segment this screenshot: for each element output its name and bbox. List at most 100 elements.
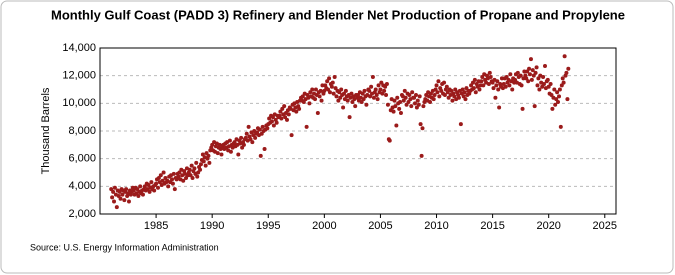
data-point	[391, 109, 396, 114]
data-point	[432, 93, 437, 98]
data-point	[462, 90, 467, 95]
x-tick-label: 1985	[144, 220, 168, 232]
data-point	[526, 79, 531, 84]
data-point	[319, 98, 324, 103]
data-point	[478, 83, 483, 88]
data-point	[362, 88, 367, 93]
y-tick-label: 6,000	[68, 153, 96, 165]
data-point	[246, 124, 251, 129]
data-point	[313, 87, 318, 92]
data-point	[265, 126, 270, 131]
data-point	[398, 111, 403, 116]
data-point	[503, 84, 508, 89]
data-point	[494, 83, 499, 88]
data-point	[258, 153, 263, 158]
data-point	[304, 124, 309, 129]
data-point	[331, 91, 336, 96]
y-axis-label: Thousand Barrels	[40, 87, 52, 174]
data-point	[253, 135, 258, 140]
data-point	[147, 189, 152, 194]
data-point	[376, 83, 381, 88]
data-point	[407, 93, 412, 98]
chart-title: Monthly Gulf Coast (PADD 3) Refinery and…	[51, 7, 625, 22]
data-point	[241, 142, 246, 147]
data-point	[378, 87, 383, 92]
data-point	[519, 83, 524, 88]
data-point	[435, 90, 440, 95]
data-point	[198, 167, 203, 172]
data-point	[442, 93, 447, 98]
data-point	[557, 87, 562, 92]
data-point	[532, 104, 537, 109]
data-point	[192, 166, 197, 171]
data-point	[473, 90, 478, 95]
data-point	[444, 84, 449, 89]
data-point	[370, 75, 375, 80]
data-point	[375, 97, 380, 102]
data-point	[417, 94, 422, 99]
data-point	[387, 138, 392, 143]
data-point	[564, 70, 569, 75]
data-point	[110, 195, 115, 200]
y-tick-label: 8,000	[68, 125, 96, 137]
data-point	[152, 188, 157, 193]
data-point	[416, 102, 421, 107]
data-point	[520, 106, 525, 111]
data-point	[260, 124, 265, 129]
data-point	[118, 196, 123, 201]
data-point	[486, 81, 491, 86]
data-point	[228, 149, 233, 154]
data-point	[327, 90, 332, 95]
data-point	[297, 106, 302, 111]
y-tick-label: 10,000	[62, 97, 96, 109]
data-point	[198, 162, 203, 167]
data-point	[471, 86, 476, 91]
data-point	[271, 123, 276, 128]
data-point	[341, 105, 346, 110]
data-point	[310, 87, 315, 92]
data-point	[250, 140, 255, 145]
x-tick-label: 2025	[593, 220, 617, 232]
data-point	[456, 95, 461, 100]
data-point	[189, 163, 194, 168]
data-point	[373, 87, 378, 92]
x-tick-label: 1995	[256, 220, 280, 232]
data-point	[339, 87, 344, 92]
data-point	[508, 72, 513, 77]
data-point	[279, 116, 284, 121]
data-point	[190, 176, 195, 181]
data-point	[398, 99, 403, 104]
data-point	[556, 99, 561, 104]
data-point	[385, 102, 390, 107]
data-point	[397, 106, 402, 111]
data-point	[476, 79, 481, 84]
data-point	[562, 54, 567, 59]
data-point	[437, 94, 442, 99]
data-point	[499, 76, 504, 81]
data-point	[458, 122, 463, 127]
data-point	[533, 70, 538, 75]
data-point	[491, 86, 496, 91]
data-point	[463, 97, 468, 102]
data-point	[364, 102, 369, 107]
data-point	[529, 77, 534, 82]
data-point	[170, 177, 175, 182]
data-point	[149, 180, 154, 185]
data-point	[541, 75, 546, 80]
data-point	[487, 70, 492, 75]
data-point	[227, 138, 232, 143]
data-point	[472, 77, 477, 82]
data-point	[369, 84, 374, 89]
data-point	[418, 122, 423, 127]
data-point	[332, 75, 337, 80]
data-point	[181, 178, 186, 183]
data-point	[161, 170, 166, 175]
data-point	[313, 97, 318, 102]
data-point	[172, 187, 177, 192]
data-point	[384, 93, 389, 98]
data-point	[537, 87, 542, 92]
data-point	[367, 88, 372, 93]
x-tick-label: 2020	[536, 220, 560, 232]
data-point	[289, 133, 294, 138]
data-point	[307, 101, 312, 106]
